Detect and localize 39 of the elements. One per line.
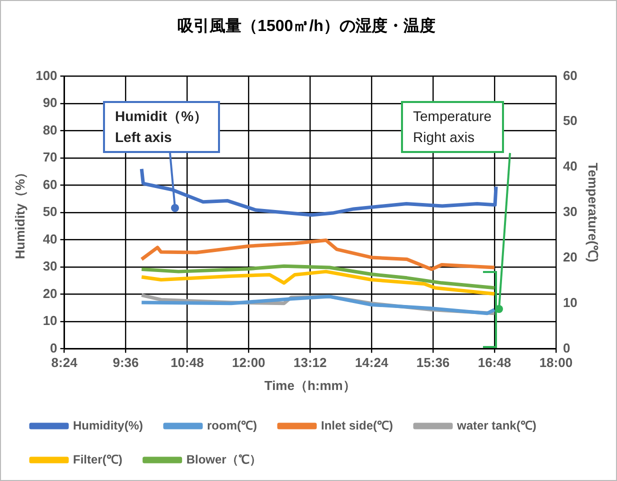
y-tick-label: 40 xyxy=(42,231,58,246)
y2-tick-label: 30 xyxy=(562,204,578,220)
y2-tick-label: 40 xyxy=(562,158,578,174)
chart-title: 吸引風量（1500㎥/h）の湿度・温度 xyxy=(178,16,436,36)
y2-tick-label: 10 xyxy=(562,294,578,310)
legend-label: Blower（℃） xyxy=(186,452,262,466)
y-axis-title: Humidity（%） xyxy=(12,166,28,260)
x-tick-label: 12:00 xyxy=(232,355,266,370)
legend-label: Filter(℃) xyxy=(73,452,122,466)
legend-label: room(℃) xyxy=(206,418,257,432)
x-tick-label: 9:36 xyxy=(112,355,139,370)
legend-label: Humidity(%) xyxy=(73,418,143,432)
x-axis-title: Time（h:mm） xyxy=(264,378,356,393)
y-tick-label: 100 xyxy=(36,68,58,83)
y2-tick-label: 50 xyxy=(562,113,578,128)
y-tick-label: 70 xyxy=(42,150,58,165)
y-tick-label: 50 xyxy=(42,204,58,220)
y-tick-label: 60 xyxy=(42,176,58,192)
y2-tick-label: 60 xyxy=(562,68,578,83)
y-tick-label: 80 xyxy=(42,122,58,138)
y2-tick-label: 0 xyxy=(562,340,570,356)
x-tick-label: 8:24 xyxy=(51,355,78,370)
x-tick-label: 15:36 xyxy=(416,355,450,370)
legend-label: Inlet side(℃) xyxy=(320,418,394,432)
x-tick-label: 13:12 xyxy=(293,355,327,370)
y-tick-label: 20 xyxy=(42,286,58,301)
y2-tick-label: 20 xyxy=(562,250,578,265)
x-tick-label: 16:48 xyxy=(478,355,512,370)
y-tick-label: 10 xyxy=(42,313,58,328)
y-tick-label: 0 xyxy=(50,340,58,356)
annotation: Temperature Right axis xyxy=(401,101,504,153)
x-tick-label: 10:48 xyxy=(170,355,204,370)
legend-label: water tank(℃) xyxy=(456,418,536,432)
y-tick-label: 90 xyxy=(42,95,58,110)
y2-axis-title: Temperature(℃) xyxy=(586,162,601,262)
x-tick-label: 18:00 xyxy=(539,355,573,370)
y-tick-label: 30 xyxy=(42,258,58,274)
x-tick-label: 14:24 xyxy=(354,355,389,370)
annotation: Humidit（%） Left axis xyxy=(103,101,220,153)
